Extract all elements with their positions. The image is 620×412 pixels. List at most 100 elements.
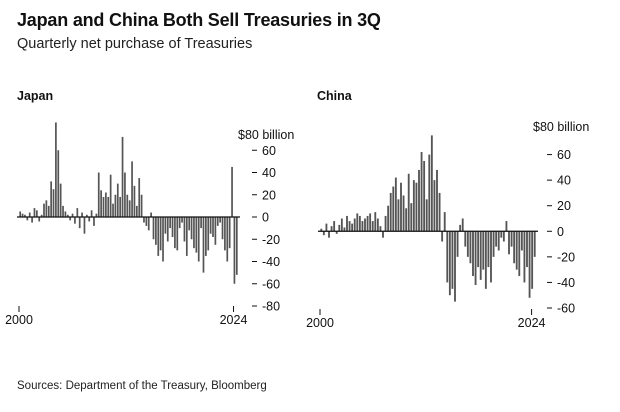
- bar: [36, 210, 38, 217]
- bar: [195, 217, 198, 253]
- bar: [235, 217, 238, 275]
- bar: [90, 210, 93, 217]
- bar: [159, 217, 162, 251]
- y-tick-label: -60: [262, 277, 280, 291]
- chart-subtitle: Quarterly net purchase of Treasuries: [17, 36, 253, 52]
- bar: [202, 217, 205, 273]
- bar: [83, 217, 86, 234]
- y-tick-label: 40: [262, 166, 276, 180]
- bar: [224, 217, 226, 251]
- bar: [119, 196, 122, 217]
- bar: [62, 205, 64, 218]
- bar: [131, 161, 133, 218]
- bar: [93, 217, 95, 226]
- bar: [140, 194, 143, 217]
- bar: [40, 214, 43, 217]
- bar: [135, 205, 138, 218]
- bar: [219, 217, 221, 223]
- bar: [152, 217, 155, 240]
- y-axis-unit-label: $80 billion: [238, 128, 294, 142]
- bar: [162, 217, 164, 262]
- bar: [124, 172, 126, 217]
- bar: [233, 217, 236, 284]
- bar: [47, 205, 50, 218]
- bar: [171, 217, 174, 238]
- panel-title-japan: Japan: [17, 89, 54, 103]
- chart-title: Japan and China Both Sell Treasuries in …: [17, 10, 381, 30]
- bar: [59, 183, 62, 218]
- bar: [157, 217, 160, 256]
- bar: [185, 217, 188, 256]
- bar: [85, 214, 88, 217]
- bar: [181, 217, 183, 223]
- bar: [57, 150, 60, 217]
- bar: [214, 217, 217, 245]
- bar: [183, 217, 186, 242]
- bar: [71, 213, 74, 217]
- bar: [100, 190, 102, 217]
- bar: [21, 213, 24, 217]
- bar: [45, 200, 48, 217]
- bar: [26, 217, 29, 221]
- bar: [102, 196, 105, 217]
- bar: [143, 217, 145, 223]
- bar: [116, 183, 119, 218]
- bar: [150, 212, 152, 217]
- bar: [197, 217, 200, 262]
- bar: [193, 217, 195, 249]
- bar: [76, 208, 79, 217]
- bar: [190, 217, 193, 240]
- bar: [128, 200, 131, 217]
- bar: [43, 203, 45, 217]
- bar: [66, 214, 69, 217]
- y-tick-label: 20: [262, 188, 276, 202]
- bar: [50, 181, 52, 217]
- bar: [69, 217, 72, 221]
- y-tick-label: 60: [262, 144, 276, 158]
- bar: [38, 217, 41, 222]
- bar: [216, 217, 219, 226]
- bar: [166, 217, 169, 242]
- y-tick-label: -80: [262, 300, 280, 314]
- bar: [147, 217, 150, 231]
- bar: [105, 192, 107, 217]
- source-note: Sources: Department of the Treasury, Blo…: [17, 380, 267, 392]
- x-tick-label: 2024: [220, 313, 248, 327]
- bar: [109, 174, 112, 217]
- bar: [207, 217, 210, 251]
- bar: [221, 217, 224, 240]
- bar: [178, 217, 181, 229]
- bar: [78, 217, 81, 229]
- bar: [188, 217, 191, 231]
- bar: [55, 122, 57, 217]
- bar: [97, 172, 100, 217]
- bar: [95, 213, 98, 217]
- bar: [81, 212, 83, 217]
- bar: [33, 208, 36, 217]
- bar: [112, 203, 114, 217]
- bar: [74, 217, 76, 224]
- y-tick-label: -20: [262, 233, 280, 247]
- bar: [176, 217, 179, 251]
- bar: [145, 217, 148, 226]
- bar: [209, 217, 212, 234]
- bar: [126, 194, 129, 217]
- bar: [24, 214, 26, 217]
- bar: [226, 217, 229, 262]
- bar: [64, 211, 67, 217]
- bar: [205, 217, 207, 256]
- bar: [88, 217, 91, 222]
- bar: [200, 217, 202, 229]
- bar: [155, 217, 157, 245]
- bar: [212, 217, 214, 238]
- bar: [228, 217, 231, 249]
- y-tick-label: 0: [262, 211, 269, 225]
- bar: [174, 217, 176, 249]
- bar: [231, 166, 233, 217]
- bar: [121, 136, 124, 217]
- bar: [52, 189, 55, 217]
- bar: [133, 185, 136, 217]
- bar: [31, 217, 33, 223]
- bar: [28, 212, 31, 217]
